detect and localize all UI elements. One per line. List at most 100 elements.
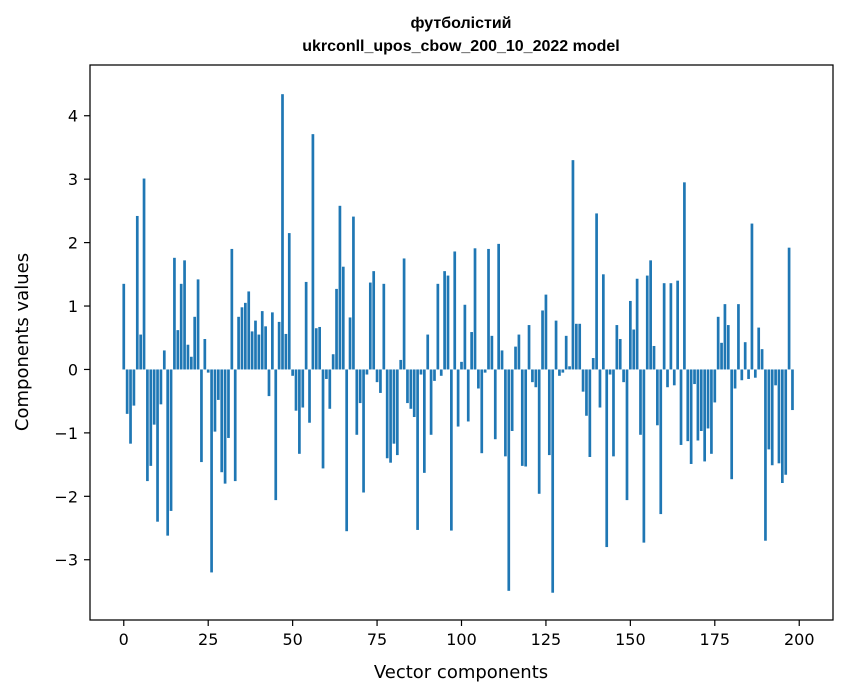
plot-area-frame [89,64,834,621]
bar-186 [750,223,754,370]
bar-172 [703,369,707,462]
bar-159 [659,369,663,515]
x-tick-label: 150 [615,630,646,649]
bar-66 [345,369,349,532]
y-tick-label: −1 [54,424,78,443]
bar-99 [456,369,460,427]
bar-41 [260,311,264,370]
bar-71 [362,369,365,493]
bar-100 [460,361,463,370]
bar-194 [777,369,781,464]
bar-45 [274,369,278,501]
bar-145 [612,369,615,457]
bar-151 [632,329,636,370]
bar-132 [568,366,571,370]
bar-58 [318,326,321,370]
bar-129 [558,369,561,376]
bar-56 [311,134,315,370]
bar-29 [220,369,224,473]
x-tick-label: 75 [367,630,387,649]
bar-95 [443,271,446,370]
bar-107 [483,369,487,373]
bar-142 [601,274,605,370]
bar-197 [787,247,791,370]
bar-170 [696,369,700,441]
bar-185 [747,369,750,379]
bar-183 [740,369,744,381]
bar-94 [439,369,443,376]
bar-126 [547,369,551,456]
bar-55 [308,369,311,423]
y-axis-ticks: −3 −2 −1 0 1 2 3 4 [54,107,90,570]
x-tick-label: 125 [531,630,562,649]
bar-9 [152,369,156,425]
bar-40 [257,334,261,370]
bar-67 [348,317,352,370]
bar-121 [531,369,534,383]
chart-title-line1: футболістий [411,15,512,32]
bar-161 [666,369,669,388]
bar-138 [588,369,592,457]
bar-80 [392,369,396,444]
bar-46 [277,321,281,370]
bar-78 [385,369,389,459]
bar-86 [412,369,416,418]
bar-27 [213,369,217,432]
bar-7 [146,369,149,482]
bar-1 [125,369,129,414]
x-tick-label: 25 [198,630,218,649]
bar-87 [416,369,419,530]
bar-106 [480,369,484,454]
bar-165 [679,369,683,445]
bar-101 [463,304,467,370]
bar-124 [541,310,544,370]
bar-189 [760,349,764,370]
bar-74 [372,271,376,370]
bar-35 [240,307,244,370]
bar-130 [561,369,565,373]
y-tick-label: 2 [68,234,78,253]
bar-174 [710,369,713,454]
bar-181 [733,369,737,389]
bar-190 [764,369,767,541]
bar-20 [189,356,193,370]
bar-180 [730,369,734,480]
bar-60 [325,369,328,379]
bar-30 [223,369,227,484]
bar-75 [375,369,379,383]
bar-120 [527,325,531,370]
bar-14 [169,369,173,511]
bar-10 [156,369,159,522]
bar-131 [564,335,568,370]
bar-148 [622,369,625,383]
bar-49 [287,233,291,370]
bar-198 [791,369,794,411]
bar-77 [382,283,386,370]
x-tick-label: 50 [282,630,302,649]
bar-140 [595,213,598,370]
bar-43 [267,369,271,397]
bar-157 [652,345,656,370]
bar-150 [629,300,632,370]
bar-73 [368,282,372,370]
bar-102 [466,369,470,422]
bar-147 [618,339,622,370]
x-axis-ticks: 0 25 50 75 100 125 150 175 200 [119,620,815,649]
bar-4 [135,215,139,370]
bar-34 [237,316,240,370]
bar-53 [301,369,305,408]
bar-54 [304,281,308,370]
bar-141 [598,369,602,408]
bar-76 [379,369,382,393]
bar-175 [713,369,717,403]
y-tick-label: −3 [54,551,78,570]
bar-83 [402,258,406,370]
bar-85 [409,369,413,409]
bar-109 [490,335,494,370]
bar-178 [723,304,727,370]
bar-173 [706,369,710,429]
bar-25 [206,369,210,373]
bar-164 [676,280,679,370]
bar-167 [686,369,690,442]
y-tick-label: 3 [68,170,78,189]
